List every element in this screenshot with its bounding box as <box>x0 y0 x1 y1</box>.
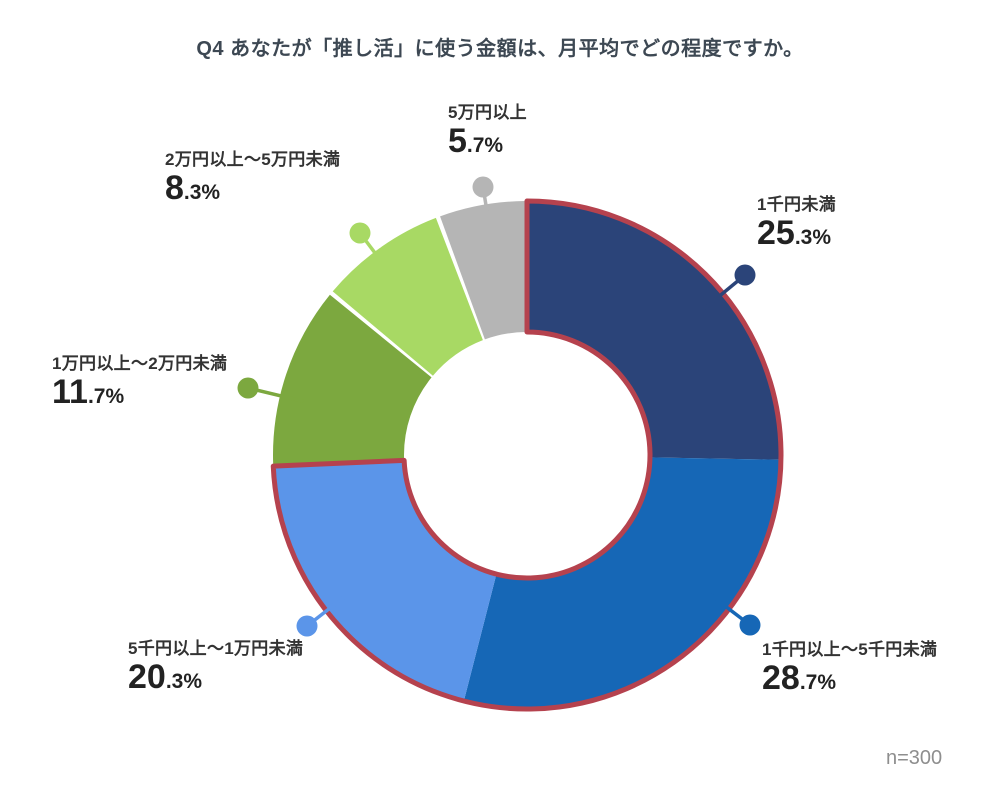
segment-value: 8.3% <box>165 169 340 207</box>
donut-slice-2 <box>273 460 497 702</box>
segment-value-int: 28 <box>762 659 800 697</box>
segment-name: 1万円以上〜2万円未満 <box>52 354 228 373</box>
callout-dot-4 <box>349 222 371 244</box>
segment-name: 1千円未満 <box>757 195 836 214</box>
callout-dot-1 <box>739 614 761 636</box>
segment-value: 11.7% <box>52 373 227 411</box>
segment-value: 28.7% <box>762 659 937 697</box>
callout-label-1: 1千円以上〜5千円未満 28.7% <box>762 635 937 697</box>
segment-value-frac: .7% <box>799 671 837 694</box>
donut-slice-0 <box>527 201 781 460</box>
segment-name: 5万円以上 <box>448 103 527 122</box>
segment-value-frac: .3% <box>165 670 203 693</box>
donut-slice-4 <box>332 217 483 376</box>
donut-slice-1 <box>463 457 781 709</box>
segment-value: 5.7% <box>448 122 527 160</box>
segment-value: 25.3% <box>757 214 836 252</box>
segment-value-frac: .7% <box>466 134 504 157</box>
segment-value-int: 25 <box>757 214 795 252</box>
segment-name: 2万円以上〜5万円未満 <box>165 150 341 169</box>
segment-value-int: 8 <box>165 169 184 207</box>
donut-slice-5 <box>440 201 526 340</box>
callout-dot-2 <box>296 615 318 637</box>
callout-dot-3 <box>237 377 259 399</box>
segment-value-int: 5 <box>448 122 467 160</box>
segment-value-frac: .7% <box>87 385 125 408</box>
callout-label-2: 5千円以上〜1万円未満 20.3% <box>128 634 303 696</box>
callout-dot-5 <box>472 176 494 198</box>
segment-value-int: 20 <box>128 658 166 696</box>
segment-name: 1千円以上〜5千円未満 <box>762 640 938 659</box>
chart-title: Q4 あなたが「推し活」に使う金額は、月平均でどの程度ですか。 <box>196 38 804 60</box>
segment-value-frac: .3% <box>183 181 221 204</box>
callout-label-3: 1万円以上〜2万円未満 11.7% <box>52 349 227 411</box>
donut-slice-3 <box>273 294 432 464</box>
segment-name: 5千円以上〜1万円未満 <box>128 639 304 658</box>
callout-dot-0 <box>734 264 756 286</box>
callout-label-5: 5万円以上 5.7% <box>448 98 527 160</box>
segment-value-frac: .3% <box>794 226 832 249</box>
segment-value: 20.3% <box>128 658 303 696</box>
highlight-outline <box>270 198 784 712</box>
callout-label-0: 1千円未満 25.3% <box>757 190 836 252</box>
segment-value-int: 11 <box>52 373 88 411</box>
sample-size-label: n=300 <box>886 747 943 769</box>
callout-label-4: 2万円以上〜5万円未満 8.3% <box>165 145 340 207</box>
